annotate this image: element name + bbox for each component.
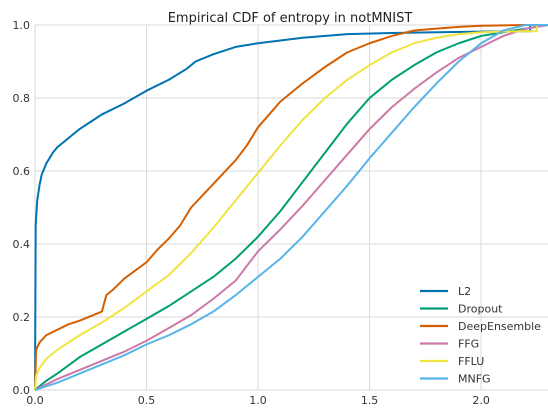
series-line-mnfg xyxy=(34,24,548,391)
series-line-fflu xyxy=(34,24,548,391)
y-tick-label: 1.0 xyxy=(13,19,31,32)
x-tick-label: 2.0 xyxy=(472,394,490,407)
legend-label: DeepEnsemble xyxy=(458,320,541,333)
y-tick-label: 0.0 xyxy=(13,384,31,397)
series-line-l2 xyxy=(34,24,548,391)
legend-label: FFG xyxy=(458,338,479,351)
chart-title: Empirical CDF of entropy in notMNIST xyxy=(168,11,413,26)
y-tick-label: 0.8 xyxy=(13,92,31,105)
series-layer xyxy=(34,24,548,391)
series-line-ffg xyxy=(34,24,548,391)
series-line-dropout xyxy=(34,24,548,391)
x-tick-label: 0.5 xyxy=(138,394,156,407)
x-tick-label: 1.0 xyxy=(249,394,267,407)
legend: L2 Dropout DeepEnsemble FFG FFLU MNFG xyxy=(420,285,541,386)
x-tick-label: 0.0 xyxy=(26,394,44,407)
y-tick-label: 0.4 xyxy=(13,238,31,251)
grid-lines xyxy=(34,24,548,391)
x-tick-label: 1.5 xyxy=(361,394,379,407)
legend-label: Dropout xyxy=(458,303,503,316)
legend-label: L2 xyxy=(458,285,471,298)
series-line-deepensemble xyxy=(34,24,548,391)
legend-label: FFLU xyxy=(458,355,484,368)
axes: 0.0 0.2 0.4 0.6 0.8 1.0 0.0 0.5 1.0 1.5 2.0 xyxy=(13,19,490,407)
legend-label: MNFG xyxy=(458,373,491,386)
y-tick-label: 0.6 xyxy=(13,165,31,178)
y-tick-label: 0.2 xyxy=(13,311,31,324)
